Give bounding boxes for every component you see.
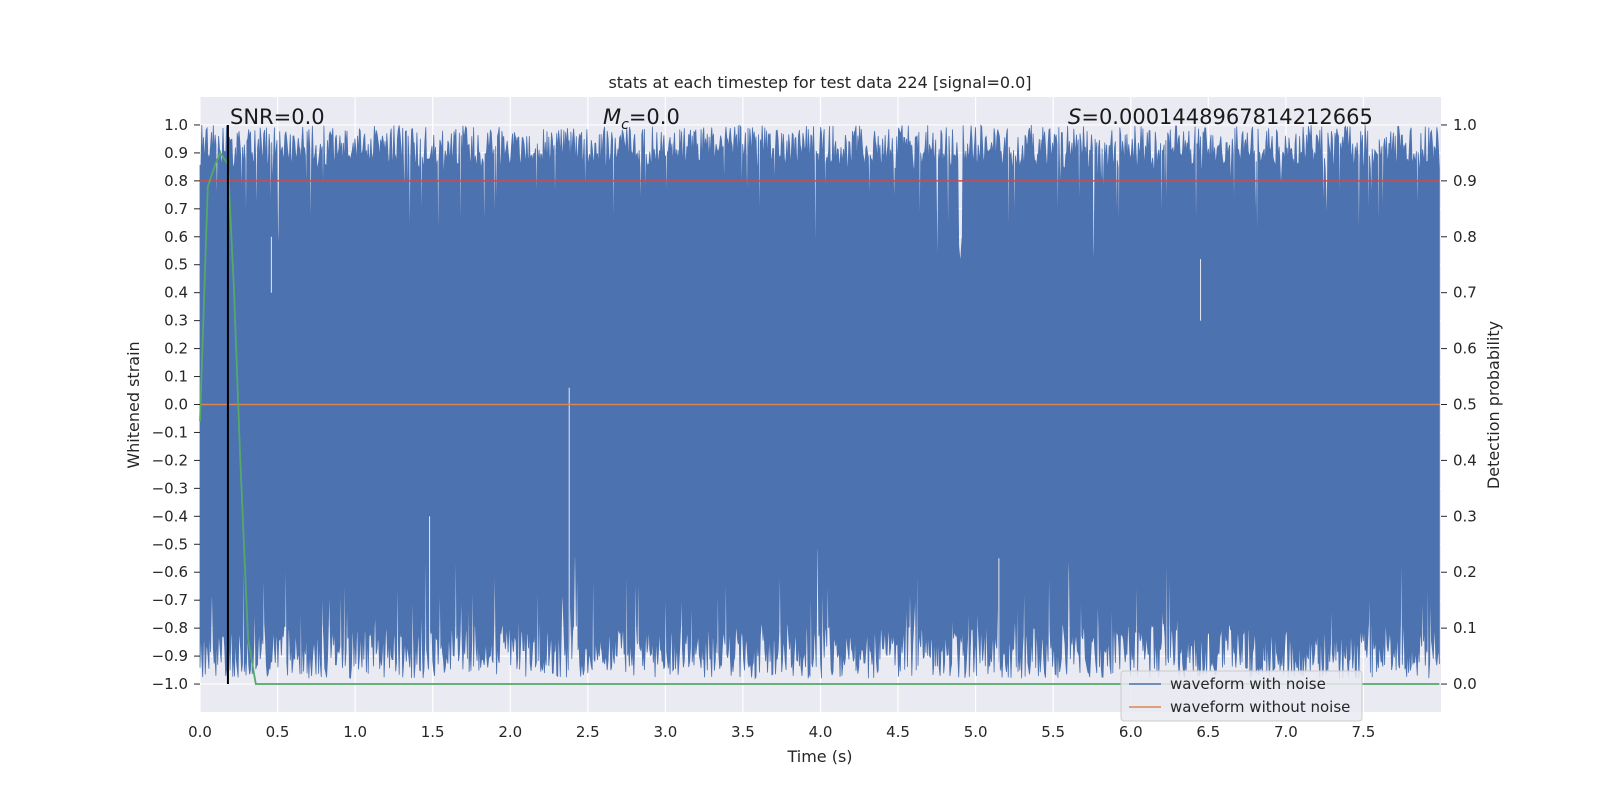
x-tick-label: 1.0: [343, 723, 367, 741]
legend-label-noise: waveform with noise: [1170, 675, 1326, 693]
y2-tick-label: 0.5: [1453, 396, 1477, 414]
s-annotation: S=0.0001448967814212665: [1068, 105, 1373, 129]
y-tick-label: 0.3: [164, 312, 188, 330]
x-tick-label: 3.0: [653, 723, 677, 741]
y-tick-label: 0.1: [164, 368, 188, 386]
s-value: =0.0001448967814212665: [1081, 105, 1373, 129]
y-tick-label: −1.0: [152, 675, 188, 693]
y-tick-label: −0.7: [152, 591, 188, 609]
snr-annotation: SNR=0.0: [230, 105, 325, 129]
series-detection-probability: [199, 151, 1440, 685]
y-tick-label: −0.8: [152, 619, 188, 637]
y-tick-label: 0.5: [164, 256, 188, 274]
x-tick-label: 4.5: [886, 723, 910, 741]
x-tick-label: 0.5: [266, 723, 290, 741]
x-tick-label: 5.5: [1041, 723, 1065, 741]
mc-symbol: M: [603, 105, 621, 129]
y-tick-label: 0.4: [164, 284, 188, 302]
x-tick-label: 5.0: [964, 723, 988, 741]
y-tick-label: 1.0: [164, 116, 188, 134]
probability-line: [199, 151, 1440, 685]
y-tick-label: −0.2: [152, 451, 188, 469]
x-tick-label: 2.5: [576, 723, 600, 741]
legend-box: [1120, 670, 1363, 722]
x-tick-label: 2.0: [498, 723, 522, 741]
y2-tick-label: 0.1: [1453, 619, 1477, 637]
y2-tick-label: 0.8: [1453, 228, 1477, 246]
y-tick-label: 0.2: [164, 340, 188, 358]
x-tick-label: 0.0: [188, 723, 212, 741]
y2-tick-label: 0.3: [1453, 507, 1477, 525]
y-tick-label: 0.6: [164, 228, 188, 246]
y-axis-label: Whitened strain: [124, 341, 143, 468]
y-tick-label: 0.8: [164, 172, 188, 190]
mc-annotation: Mc=0.0: [603, 105, 680, 133]
x-tick-label: 7.0: [1274, 723, 1298, 741]
chart-title: stats at each timestep for test data 224…: [608, 73, 1031, 92]
y-tick-label: 0.7: [164, 200, 188, 218]
x-tick-label: 7.5: [1352, 723, 1376, 741]
y2-axis-label: Detection probability: [1484, 321, 1503, 489]
y2-tick-label: 0.7: [1453, 284, 1477, 302]
y-tick-label: 0.0: [164, 396, 188, 414]
y2-tick-label: 0.0: [1453, 675, 1477, 693]
y2-tick-label: 0.6: [1453, 340, 1477, 358]
y-tick-label: 0.9: [164, 144, 188, 162]
x-tick-label: 1.5: [421, 723, 445, 741]
y-tick-label: −0.5: [152, 535, 188, 553]
mc-subscript: c: [621, 117, 629, 133]
noise-band: [199, 123, 1440, 680]
y2-axis-ticks: 1.0 0.9 0.8 0.7 0.6 0.5 0.4 0.3 0.2 0.1 0.0: [1441, 116, 1477, 693]
y-tick-label: −0.3: [152, 479, 188, 497]
legend-label-clean: waveform without noise: [1170, 698, 1350, 716]
y2-tick-label: 0.9: [1453, 172, 1477, 190]
y-tick-label: −0.9: [152, 647, 188, 665]
x-tick-label: 3.5: [731, 723, 755, 741]
s-symbol: S: [1068, 105, 1081, 129]
x-tick-label: 6.5: [1196, 723, 1220, 741]
series-waveform-with-noise: [199, 123, 1440, 685]
y-tick-label: −0.4: [152, 507, 188, 525]
y2-tick-label: 0.2: [1453, 563, 1477, 581]
y-axis-ticks: 1.0 0.9 0.8 0.7 0.6 0.5 0.4 0.3 0.2 0.1 0.0 −0.1 −0.…: [152, 116, 200, 693]
y2-tick-label: 0.4: [1453, 451, 1477, 469]
y-tick-label: −0.1: [152, 423, 188, 441]
x-tick-label: 4.0: [809, 723, 833, 741]
x-axis-label: Time (s): [786, 747, 852, 766]
legend: waveform with noise waveform without noi…: [1120, 670, 1363, 722]
mc-value: =0.0: [629, 105, 680, 129]
x-tick-label: 6.0: [1119, 723, 1143, 741]
x-axis-ticks: 0.0 0.5 1.0 1.5 2.0 2.5 3.0 3.5 4.0 4.5 5.0 5.5 6.0 6…: [188, 723, 1375, 741]
y-tick-label: −0.6: [152, 563, 188, 581]
y2-tick-label: 1.0: [1453, 116, 1477, 134]
